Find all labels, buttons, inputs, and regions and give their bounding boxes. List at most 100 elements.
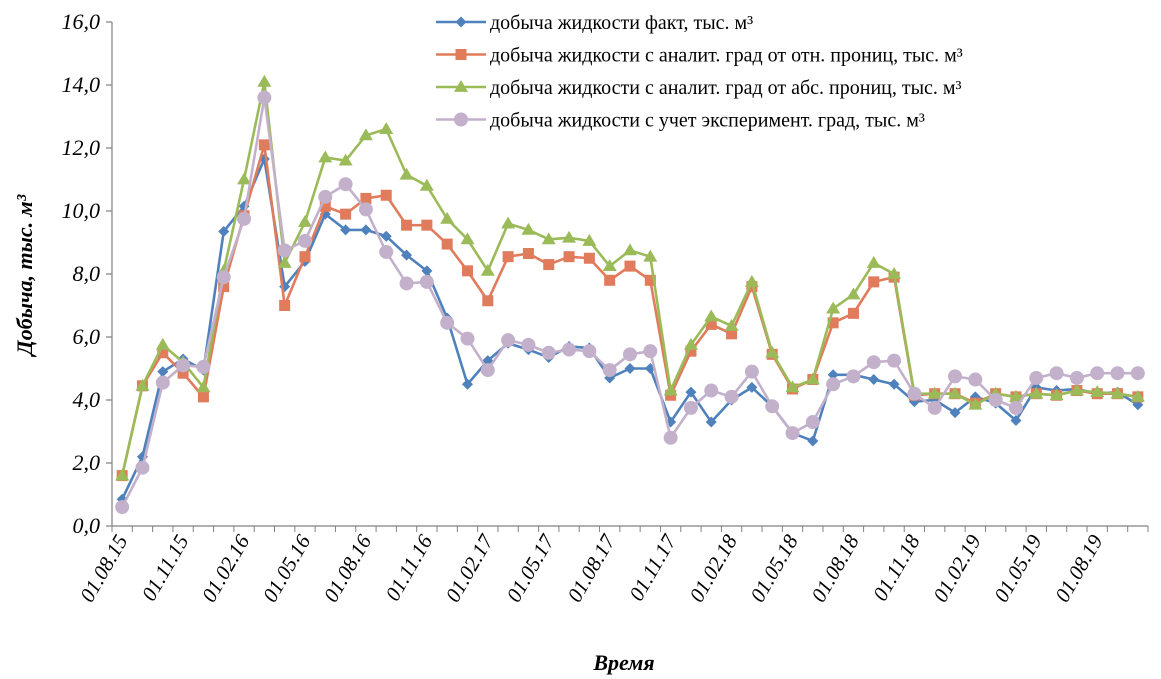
y-tick-label: 8,0	[73, 261, 101, 286]
data-point	[501, 333, 516, 348]
legend-label: добыча жидкости факт, тыс. м³	[490, 12, 753, 34]
data-point	[949, 407, 961, 419]
data-point	[887, 267, 902, 279]
data-point	[724, 389, 739, 404]
data-point	[237, 211, 252, 226]
data-point	[846, 287, 861, 300]
series-1	[116, 153, 1144, 505]
data-point	[216, 270, 231, 285]
data-point	[705, 416, 717, 428]
data-point	[1008, 389, 1023, 402]
y-tick-label: 16,0	[62, 9, 101, 34]
data-point	[704, 383, 719, 398]
y-tick-label: 6,0	[73, 324, 101, 349]
data-point	[135, 460, 150, 475]
data-point	[380, 189, 392, 201]
data-point	[968, 397, 983, 410]
data-point	[461, 378, 473, 390]
data-point	[257, 74, 272, 87]
legend-entry: добыча жидкости с аналит. град от абс. п…	[436, 77, 962, 99]
data-point	[1090, 366, 1105, 381]
data-point	[644, 274, 656, 286]
data-point	[482, 295, 494, 307]
x-tick-label: 01.05.17	[502, 529, 560, 606]
data-point	[868, 374, 880, 386]
legend: добыча жидкости факт, тыс. м³ добыча жидк…	[436, 12, 963, 132]
data-point	[1049, 366, 1064, 381]
data-point	[299, 251, 311, 263]
data-point	[461, 265, 473, 277]
x-tick-label: 01.05.19	[989, 530, 1047, 606]
y-tick-label: 14,0	[62, 72, 101, 97]
data-point	[318, 150, 333, 163]
data-point	[807, 435, 819, 447]
data-point	[888, 378, 900, 390]
series-2	[116, 139, 1144, 482]
data-point	[907, 386, 922, 401]
x-tick-label: 01.11.17	[624, 529, 682, 605]
data-point	[744, 364, 759, 379]
data-point	[643, 249, 658, 262]
x-tick-label: 01.11.15	[137, 531, 194, 605]
data-point	[624, 363, 636, 374]
data-point	[988, 393, 1003, 407]
data-point	[115, 500, 130, 515]
x-tick-label: 01.08.16	[319, 530, 377, 606]
data-point	[724, 318, 739, 331]
data-point	[360, 192, 372, 204]
data-point	[360, 224, 372, 236]
data-point	[218, 225, 230, 237]
x-tick-label: 01.02.16	[197, 530, 255, 606]
data-point	[726, 328, 738, 340]
data-point	[297, 233, 312, 248]
data-point	[826, 377, 841, 392]
data-point	[1008, 400, 1023, 415]
y-tick-label: 4,0	[73, 387, 101, 412]
data-point	[196, 380, 211, 393]
data-point	[1130, 366, 1145, 381]
data-point	[440, 315, 455, 330]
data-point	[440, 211, 455, 224]
data-point	[805, 372, 820, 385]
data-point	[157, 366, 169, 378]
data-point	[318, 189, 333, 204]
data-point	[1130, 389, 1145, 402]
legend-label: добыча жидкости с аналит. град от отн. п…	[490, 45, 963, 67]
data-point	[521, 222, 536, 235]
data-point	[765, 399, 780, 414]
data-point	[643, 344, 658, 359]
data-point	[541, 345, 556, 360]
data-point	[826, 301, 841, 314]
data-point	[746, 381, 758, 393]
y-tick-label: 12,0	[62, 135, 101, 160]
data-point	[624, 260, 636, 272]
data-point	[602, 363, 617, 378]
series-4	[115, 90, 1145, 515]
data-point	[604, 274, 616, 286]
data-point	[522, 248, 534, 260]
data-point	[340, 208, 352, 220]
data-point	[460, 331, 475, 346]
data-point	[602, 259, 617, 272]
data-point	[541, 232, 556, 245]
data-point	[827, 369, 839, 381]
data-point	[277, 255, 292, 268]
data-point	[1110, 386, 1125, 399]
x-tick-label: 01.08.17	[562, 529, 620, 606]
data-point	[155, 337, 170, 350]
data-point	[805, 415, 820, 430]
data-point	[455, 16, 467, 28]
x-tick-label: 01.02.18	[684, 530, 742, 606]
y-tick-label: 2,0	[73, 450, 101, 475]
data-point	[338, 177, 353, 192]
data-point	[277, 243, 292, 258]
data-point	[135, 378, 150, 391]
data-point	[866, 255, 881, 268]
series-line	[120, 80, 1139, 476]
data-point	[454, 80, 468, 92]
x-tick-label: 01.08.19	[1050, 530, 1108, 606]
data-point	[176, 358, 191, 373]
data-point	[399, 276, 414, 291]
x-axis-title: Время	[592, 650, 654, 675]
data-point	[358, 128, 373, 141]
